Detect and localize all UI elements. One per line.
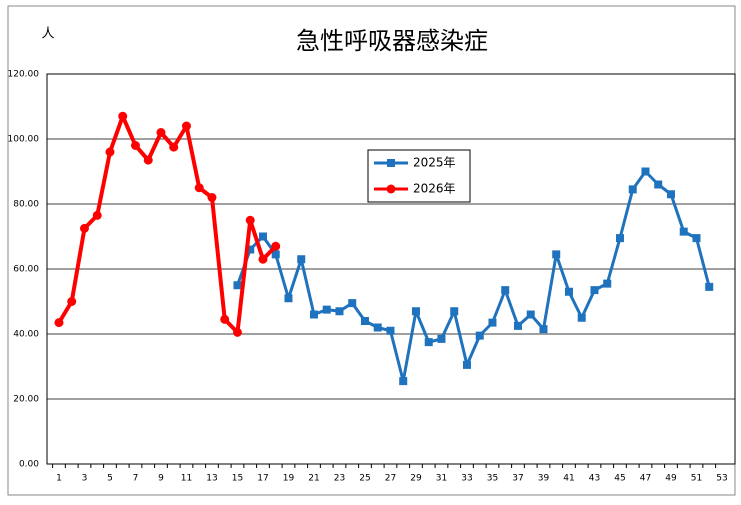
series-0-marker xyxy=(475,331,484,340)
chart-title: 急性呼吸器感染症 xyxy=(296,27,488,55)
y-tick-label: 100.00 xyxy=(8,135,40,145)
series-0-marker xyxy=(513,321,522,330)
series-1-marker xyxy=(232,327,242,337)
series-0-marker xyxy=(399,377,408,386)
x-tick-label: 7 xyxy=(133,474,139,484)
x-tick-label: 37 xyxy=(512,474,523,484)
series-0-marker xyxy=(284,294,293,303)
series-1-marker xyxy=(54,318,64,328)
series-0-marker xyxy=(705,282,714,291)
x-tick-label: 51 xyxy=(691,474,702,484)
series-1-marker xyxy=(181,121,191,131)
series-0-marker xyxy=(386,326,395,335)
x-tick-label: 9 xyxy=(158,474,164,484)
series-1-marker xyxy=(67,297,77,306)
x-tick-label: 25 xyxy=(359,474,370,484)
y-tick-label: 120.00 xyxy=(8,70,40,80)
series-0-marker xyxy=(628,185,637,194)
y-tick-label: 0.00 xyxy=(19,460,39,470)
x-tick-label: 31 xyxy=(436,474,447,484)
series-0-marker xyxy=(526,310,535,319)
series-1-marker xyxy=(169,142,179,152)
series-0-marker xyxy=(246,245,255,254)
series-0-marker xyxy=(462,360,471,369)
series-1-marker xyxy=(271,241,281,251)
y-tick-label: 80.00 xyxy=(13,200,39,210)
x-tick-label: 41 xyxy=(563,474,574,484)
series-0-marker xyxy=(437,334,446,343)
x-tick-label: 43 xyxy=(589,474,600,484)
series-0-marker xyxy=(539,325,548,334)
y-tick-label: 20.00 xyxy=(13,395,39,405)
series-0-marker xyxy=(233,281,242,290)
series-0-marker xyxy=(424,338,433,347)
x-tick-label: 21 xyxy=(308,474,319,484)
series-0-marker xyxy=(373,323,382,332)
x-tick-label: 3 xyxy=(82,474,88,484)
series-0-marker xyxy=(666,190,675,199)
series-0-marker xyxy=(309,310,318,319)
series-1-marker xyxy=(118,111,128,121)
series-0-marker xyxy=(692,234,701,243)
x-tick-label: 39 xyxy=(538,474,550,484)
series-0-marker xyxy=(679,227,688,236)
series-1-marker xyxy=(92,210,102,220)
x-tick-label: 1 xyxy=(56,474,62,484)
y-tick-label: 60.00 xyxy=(13,265,39,275)
series-0-marker xyxy=(271,250,280,259)
series-1-marker xyxy=(207,193,217,202)
x-tick-label: 19 xyxy=(283,474,295,484)
chart-frame xyxy=(7,5,736,496)
series-0-marker xyxy=(488,318,497,327)
series-1-marker xyxy=(245,215,255,225)
x-tick-label: 23 xyxy=(334,474,345,484)
series-1-marker xyxy=(130,141,140,150)
x-tick-label: 13 xyxy=(206,474,217,484)
x-tick-label: 5 xyxy=(107,474,113,484)
legend-box xyxy=(367,149,471,203)
series-1-marker xyxy=(386,184,396,194)
series-0-marker xyxy=(564,287,573,296)
series-0-marker xyxy=(450,307,459,316)
series-1-marker xyxy=(220,314,230,324)
series-0-marker xyxy=(641,167,650,176)
series-0-marker xyxy=(322,305,331,314)
x-tick-label: 35 xyxy=(487,474,498,484)
series-0-marker xyxy=(552,250,561,259)
x-tick-label: 53 xyxy=(716,474,727,484)
x-tick-label: 45 xyxy=(614,474,625,484)
x-tick-label: 15 xyxy=(232,474,243,484)
x-tick-label: 11 xyxy=(181,474,192,484)
x-tick-label: 33 xyxy=(461,474,472,484)
x-tick-label: 49 xyxy=(665,474,677,484)
series-1-marker xyxy=(258,254,268,264)
series-0-marker xyxy=(411,307,420,316)
series-0-marker xyxy=(360,317,369,325)
x-tick-label: 17 xyxy=(257,474,268,484)
x-tick-label: 29 xyxy=(410,474,422,484)
x-tick-label: 27 xyxy=(385,474,396,484)
series-0-marker xyxy=(335,307,344,316)
series-1-marker xyxy=(143,155,153,165)
series-0-marker xyxy=(590,286,599,295)
y-tick-label: 40.00 xyxy=(13,330,39,340)
series-0-marker xyxy=(258,232,267,241)
series-1-marker xyxy=(105,147,115,157)
series-0-marker xyxy=(577,313,586,322)
series-1-marker xyxy=(194,183,204,193)
legend-label: 2026年 xyxy=(413,182,456,196)
series-0-marker xyxy=(387,159,395,167)
series-0-marker xyxy=(501,286,510,295)
x-tick-label: 47 xyxy=(640,474,651,484)
series-0-marker xyxy=(654,180,663,189)
series-0-marker xyxy=(348,299,357,308)
legend-label: 2025年 xyxy=(413,156,456,170)
series-0-marker xyxy=(603,279,612,288)
series-0-marker xyxy=(615,234,624,243)
series-0-marker xyxy=(297,255,306,264)
series-1-marker xyxy=(79,223,89,233)
y-axis-label: 人 xyxy=(41,27,54,42)
series-1-marker xyxy=(156,128,166,137)
